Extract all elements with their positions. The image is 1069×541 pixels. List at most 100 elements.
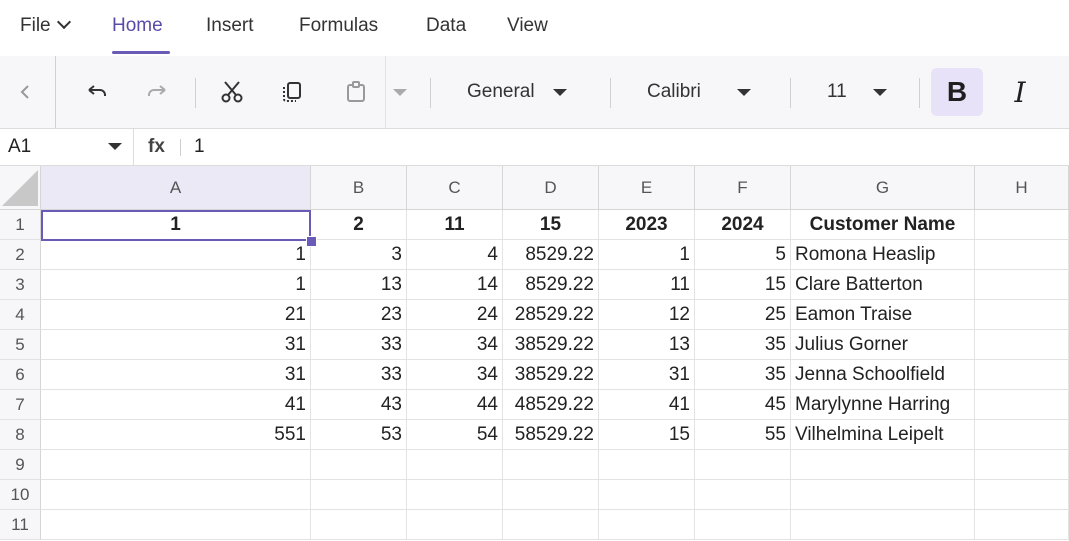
cell-g11[interactable]	[791, 510, 975, 540]
column-header-h[interactable]: H	[975, 166, 1069, 210]
cell-b1[interactable]: 2	[311, 210, 407, 240]
cell-h5[interactable]	[975, 330, 1069, 360]
tab-data[interactable]: Data	[426, 15, 467, 36]
cell-d3[interactable]: 8529.22	[503, 270, 599, 300]
bold-button[interactable]: B	[931, 68, 983, 116]
cell-e10[interactable]	[599, 480, 695, 510]
cell-f7[interactable]: 45	[695, 390, 791, 420]
cell-f10[interactable]	[695, 480, 791, 510]
file-menu[interactable]: File	[20, 0, 71, 52]
spreadsheet-grid[interactable]: A B C D E F G H 1 1 2 11 15 2023 2024 Customer Name 2 1 3 4…	[0, 166, 1069, 541]
row-header-4[interactable]: 4	[0, 300, 41, 330]
fill-handle[interactable]	[306, 236, 317, 247]
undo-button[interactable]	[75, 70, 119, 114]
cell-d10[interactable]	[503, 480, 599, 510]
column-header-a[interactable]: A	[41, 166, 311, 210]
cell-b2[interactable]: 3	[311, 240, 407, 270]
tab-view[interactable]: View	[507, 15, 548, 36]
cell-d4[interactable]: 28529.22	[503, 300, 599, 330]
cell-h9[interactable]	[975, 450, 1069, 480]
cell-g1[interactable]: Customer Name	[791, 210, 975, 240]
cell-g10[interactable]	[791, 480, 975, 510]
row-header-5[interactable]: 5	[0, 330, 41, 360]
row-header-9[interactable]: 9	[0, 450, 41, 480]
cell-h1[interactable]	[975, 210, 1069, 240]
cell-g2[interactable]: Romona Heaslip	[791, 240, 975, 270]
cell-a7[interactable]: 41	[41, 390, 311, 420]
cell-h8[interactable]	[975, 420, 1069, 450]
cell-a8[interactable]: 551	[41, 420, 311, 450]
column-header-b[interactable]: B	[311, 166, 407, 210]
cell-e11[interactable]	[599, 510, 695, 540]
cell-e7[interactable]: 41	[599, 390, 695, 420]
cell-e8[interactable]: 15	[599, 420, 695, 450]
cell-g7[interactable]: Marylynne Harring	[791, 390, 975, 420]
cell-b3[interactable]: 13	[311, 270, 407, 300]
cell-f1[interactable]: 2024	[695, 210, 791, 240]
cell-e5[interactable]: 13	[599, 330, 695, 360]
cell-b5[interactable]: 33	[311, 330, 407, 360]
row-header-2[interactable]: 2	[0, 240, 41, 270]
cell-g5[interactable]: Julius Gorner	[791, 330, 975, 360]
cell-g6[interactable]: Jenna Schoolfield	[791, 360, 975, 390]
cell-a6[interactable]: 31	[41, 360, 311, 390]
cell-d7[interactable]: 48529.22	[503, 390, 599, 420]
italic-button[interactable]: I	[998, 70, 1042, 114]
cell-d6[interactable]: 38529.22	[503, 360, 599, 390]
cell-f8[interactable]: 55	[695, 420, 791, 450]
name-box-caret-icon[interactable]	[108, 143, 122, 150]
cell-d5[interactable]: 38529.22	[503, 330, 599, 360]
row-header-6[interactable]: 6	[0, 360, 41, 390]
cell-a10[interactable]	[41, 480, 311, 510]
cell-c10[interactable]	[407, 480, 503, 510]
scroll-left-button[interactable]	[4, 70, 48, 114]
cell-e2[interactable]: 1	[599, 240, 695, 270]
cell-b10[interactable]	[311, 480, 407, 510]
row-header-10[interactable]: 10	[0, 480, 41, 510]
cell-b9[interactable]	[311, 450, 407, 480]
cell-h11[interactable]	[975, 510, 1069, 540]
cell-h4[interactable]	[975, 300, 1069, 330]
cell-b4[interactable]: 23	[311, 300, 407, 330]
cell-g9[interactable]	[791, 450, 975, 480]
cell-c9[interactable]	[407, 450, 503, 480]
cell-e1[interactable]: 2023	[599, 210, 695, 240]
cell-b8[interactable]: 53	[311, 420, 407, 450]
cell-f5[interactable]: 35	[695, 330, 791, 360]
row-header-7[interactable]: 7	[0, 390, 41, 420]
cell-h7[interactable]	[975, 390, 1069, 420]
select-all-corner[interactable]	[0, 166, 41, 210]
redo-button[interactable]	[135, 70, 179, 114]
column-header-g[interactable]: G	[791, 166, 975, 210]
cut-button[interactable]	[210, 70, 254, 114]
tab-home[interactable]: Home	[112, 15, 163, 36]
cell-b11[interactable]	[311, 510, 407, 540]
column-header-d[interactable]: D	[503, 166, 599, 210]
cell-h10[interactable]	[975, 480, 1069, 510]
copy-button[interactable]	[270, 70, 314, 114]
cell-b7[interactable]: 43	[311, 390, 407, 420]
cell-a11[interactable]	[41, 510, 311, 540]
cell-f9[interactable]	[695, 450, 791, 480]
cell-d8[interactable]: 58529.22	[503, 420, 599, 450]
tab-insert[interactable]: Insert	[206, 15, 254, 36]
cell-f6[interactable]: 35	[695, 360, 791, 390]
cell-a3[interactable]: 1	[41, 270, 311, 300]
name-box[interactable]: A1	[8, 136, 32, 157]
number-format-dropdown[interactable]: General	[467, 70, 567, 114]
cell-c3[interactable]: 14	[407, 270, 503, 300]
cell-h6[interactable]	[975, 360, 1069, 390]
row-header-1[interactable]: 1	[0, 210, 41, 240]
cell-d11[interactable]	[503, 510, 599, 540]
cell-c6[interactable]: 34	[407, 360, 503, 390]
formula-input[interactable]: 1	[194, 136, 205, 157]
cell-f2[interactable]: 5	[695, 240, 791, 270]
cell-b6[interactable]: 33	[311, 360, 407, 390]
cell-h3[interactable]	[975, 270, 1069, 300]
row-header-3[interactable]: 3	[0, 270, 41, 300]
cell-d1[interactable]: 15	[503, 210, 599, 240]
column-header-f[interactable]: F	[695, 166, 791, 210]
cell-e6[interactable]: 31	[599, 360, 695, 390]
cell-c2[interactable]: 4	[407, 240, 503, 270]
cell-c8[interactable]: 54	[407, 420, 503, 450]
